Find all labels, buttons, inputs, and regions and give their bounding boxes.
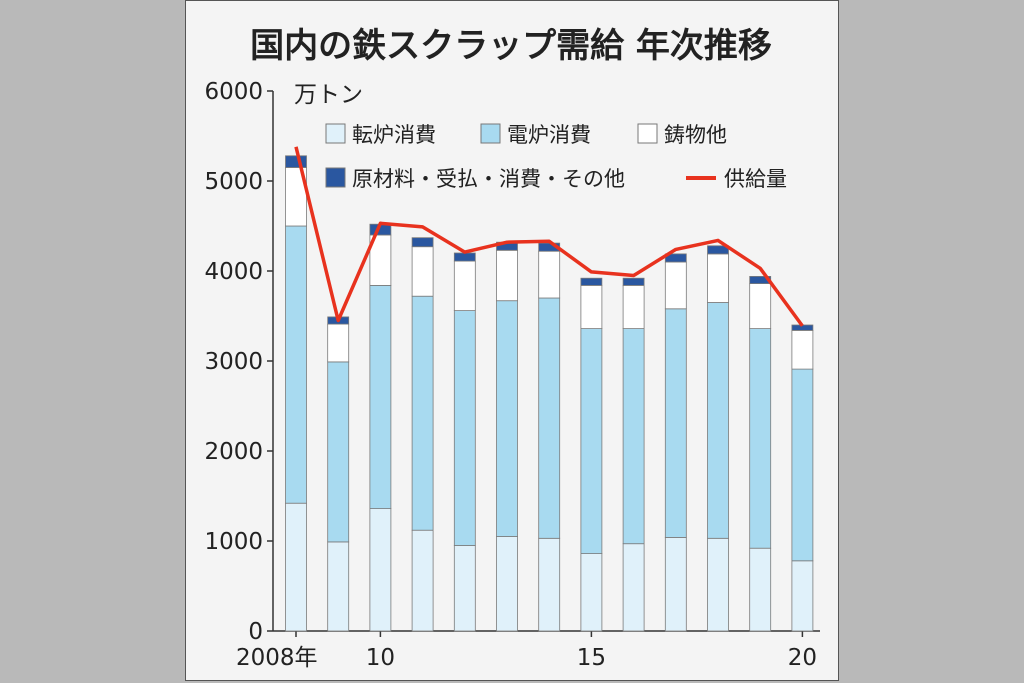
y-axis-unit-label: 万トン xyxy=(294,82,363,108)
x-tick-label: 2008年 xyxy=(236,645,318,671)
bar-segment-2018-s0 xyxy=(707,537,729,632)
bar-segment-2009-s1 xyxy=(327,361,350,543)
bar-segment-2019-s1 xyxy=(749,328,772,549)
legend-label-0: 転炉消費 xyxy=(352,123,436,147)
supply-line xyxy=(294,146,804,327)
legend-label-1: 電炉消費 xyxy=(507,123,591,147)
bar-segment-2018-s2 xyxy=(707,253,729,303)
bar-segment-2019-s2 xyxy=(749,283,772,330)
y-tick-label: 1000 xyxy=(204,529,263,555)
bar-segment-2012-s0 xyxy=(453,545,476,632)
x-tick-label: 15 xyxy=(577,645,606,671)
bar-segment-2010-s1 xyxy=(369,284,392,509)
y-tick-label: 0 xyxy=(248,619,263,645)
bar-segment-2011-s3 xyxy=(411,237,434,248)
bar-segment-2016-s0 xyxy=(622,543,645,632)
x-tick-label: 20 xyxy=(788,645,817,671)
bar-segment-2016-s2 xyxy=(622,284,645,329)
bar-segment-2011-s0 xyxy=(411,529,434,632)
bar-segment-2020-s1 xyxy=(791,368,814,562)
bar-segment-2019-s0 xyxy=(749,547,772,632)
bar-segment-2015-s2 xyxy=(580,284,603,329)
chart-panel: 国内の鉄スクラップ需給 年次推移 万トン 0 1000 2000 3000 4000 50… xyxy=(185,0,839,681)
legend-label-2: 鋳物他 xyxy=(664,123,727,147)
bar-segment-2013-s1 xyxy=(496,300,518,537)
bar-segment-2017-s2 xyxy=(664,261,687,310)
bar-segment-2008-s0 xyxy=(285,502,307,632)
bar-segment-2020-s2 xyxy=(791,329,814,370)
y-tick-label: 4000 xyxy=(204,259,263,285)
bar-segment-2016-s1 xyxy=(622,328,645,545)
bar-segment-2017-s0 xyxy=(664,537,687,632)
bar-segment-2011-s2 xyxy=(411,246,434,297)
y-tick-label: 2000 xyxy=(204,439,263,465)
bar-segment-2014-s1 xyxy=(538,297,561,539)
legend-label-line: 供給量 xyxy=(724,167,787,191)
bar-segment-2014-s0 xyxy=(538,537,561,632)
legend-swatch-0 xyxy=(325,123,346,144)
bar-segment-2018-s3 xyxy=(707,245,729,255)
bar-segment-2011-s1 xyxy=(411,295,434,531)
bar-segment-2013-s0 xyxy=(496,536,518,632)
bar-segment-2012-s3 xyxy=(453,252,476,262)
axes: 0 1000 2000 3000 4000 5000 6000 2008年 10 15 20 xyxy=(204,79,820,671)
chart: 国内の鉄スクラップ需給 年次推移 万トン 0 1000 2000 3000 4000 50… xyxy=(204,26,820,671)
bar-segment-2018-s1 xyxy=(707,302,729,539)
bars xyxy=(285,155,814,632)
legend-swatch-2 xyxy=(637,123,658,144)
bar-segment-2015-s3 xyxy=(580,277,603,286)
legend-swatch-3 xyxy=(325,167,346,188)
y-tick-label: 5000 xyxy=(204,169,263,195)
chart-title: 国内の鉄スクラップ需給 年次推移 xyxy=(250,26,772,66)
bar-segment-2012-s1 xyxy=(453,310,476,546)
bar-segment-2012-s2 xyxy=(453,260,476,312)
bar-segment-2017-s1 xyxy=(664,308,687,538)
bar-segment-2015-s0 xyxy=(580,553,603,632)
x-tick-label: 10 xyxy=(366,645,395,671)
bar-segment-2009-s0 xyxy=(327,541,350,632)
bar-segment-2014-s2 xyxy=(538,250,561,299)
legend-label-3: 原材料・受払・消費・その他 xyxy=(352,167,625,191)
bar-segment-2020-s0 xyxy=(791,560,814,632)
supply-line-group xyxy=(294,146,804,327)
bar-segment-2016-s3 xyxy=(622,277,645,286)
bar-segment-2008-s3 xyxy=(285,155,307,168)
bar-segment-2010-s0 xyxy=(369,508,392,632)
legend-swatch-1 xyxy=(480,123,501,144)
y-tick-label: 6000 xyxy=(204,79,263,105)
y-tick-label: 3000 xyxy=(204,349,263,375)
bar-segment-2013-s2 xyxy=(496,249,518,302)
bar-segment-2009-s2 xyxy=(327,323,350,363)
bar-segment-2008-s1 xyxy=(285,225,307,504)
bar-segment-2015-s1 xyxy=(580,328,603,555)
